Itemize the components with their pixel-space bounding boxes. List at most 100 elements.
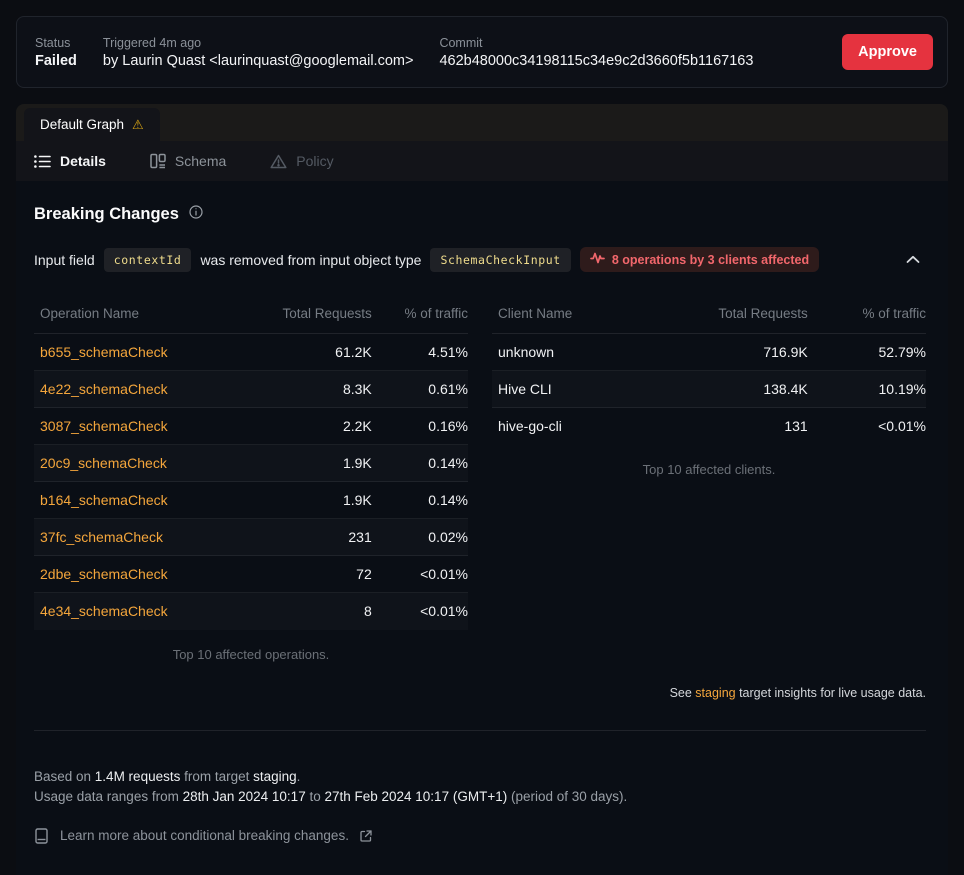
operations-table-section: Operation Name Total Requests% of traffic… [34,298,468,662]
footer-divider [34,729,926,731]
approve-button[interactable]: Approve [842,34,933,70]
cell-value: 1.9K [236,444,372,482]
warning-icon: ⚠ [132,117,144,132]
cell-value: 8 [236,593,372,630]
usage-summary-dot: . [296,768,301,784]
cell-value: 716.9K [641,333,808,371]
table-row: Hive CLI 138.4K 10.19% [492,370,926,408]
commit-field: Commit 462b48000c34198115c34e9c2d3660f5b… [439,36,753,69]
cell-value: 4.51% [371,333,468,371]
staging-target-link[interactable]: staging [695,685,736,700]
cell-value: 10.19% [807,370,926,408]
operation-link[interactable]: b164_schemaCheck [34,481,237,519]
cell-value: 0.14% [371,481,468,519]
operation-link[interactable]: 20c9_schemaCheck [34,444,237,482]
cell-value: <0.01% [878,418,926,435]
commit-label: Commit [439,35,483,50]
schema-icon [150,153,166,169]
target-name: staging [253,768,297,784]
learn-more-label: Learn more about conditional breaking ch… [60,828,349,843]
operation-link[interactable]: 37fc_schemaCheck [34,518,237,556]
table-row: 2dbe_schemaCheck 72 <0.01% [34,555,468,593]
operation-link[interactable]: b655_schemaCheck [34,333,237,371]
usage-summary-line: Based on 1.4M requests from target stagi… [34,767,926,787]
client-name: Hive CLI [492,370,642,408]
usage-range-suffix: (period of 30 days). [507,788,628,804]
column-header: Total Requests [236,298,372,334]
usage-summary-prefix: Based on [34,768,95,784]
triggered-field: Triggered 4m ago by Laurin Quast <laurin… [103,36,414,69]
table-row: 3087_schemaCheck 2.2K 0.16% [34,407,468,445]
learn-more-link[interactable]: Learn more about conditional breaking ch… [34,827,926,844]
table-row: 20c9_schemaCheck 1.9K 0.14% [34,444,468,482]
breaking-change-item: Input field contextId was removed from i… [34,247,926,272]
book-icon [34,827,49,844]
cell-value: 8.3K [236,370,372,408]
operation-link[interactable]: 4e34_schemaCheck [34,593,236,630]
tab-details[interactable]: Details [34,153,106,169]
tab-policy-label: Policy [296,153,334,169]
request-count: 1.4M requests [94,768,181,784]
column-header: % of traffic [371,298,468,334]
cell-value: 0.02% [371,518,468,556]
operation-link[interactable]: 3087_schemaCheck [34,407,237,445]
cell-value: 0.61% [371,370,468,408]
type-code-badge: SchemaCheckInput [430,247,571,272]
table-row: 4e22_schemaCheck 8.3K 0.61% [34,370,468,408]
field-code-badge: contextId [103,247,192,272]
affected-operations-badge[interactable]: 8 operations by 3 clients affected [579,247,820,272]
tab-details-label: Details [60,153,106,169]
graph-tab-bar: Default Graph ⚠ [16,104,948,141]
cell-value: 61.2K [236,333,372,371]
tab-schema[interactable]: Schema [150,153,226,169]
status-field: Status Failed [35,36,77,69]
cell-value: 138.4K [641,370,808,408]
cell-value: 0.16% [371,407,468,445]
section-tab-bar: Details Schema Policy [16,141,948,181]
column-header: Client Name [492,298,642,334]
external-link-icon [360,829,372,842]
column-header: % of traffic [807,298,926,334]
range-start-date: 28th Jan 2024 10:17 [182,788,306,804]
cell-value: 231 [236,518,372,556]
table-row: unknown 716.9K 52.79% [492,333,926,371]
triggered-by: by Laurin Quast <laurinquast@googlemail.… [102,52,414,69]
tab-default-graph[interactable]: Default Graph ⚠ [24,108,160,141]
triggered-label: Triggered 4m ago [102,35,202,50]
tab-policy[interactable]: Policy [270,153,334,169]
table-row: 37fc_schemaCheck 231 0.02% [34,518,468,556]
cell-value: 0.14% [371,444,468,482]
affected-badge-label: 8 operations by 3 clients affected [611,252,810,267]
collapse-chevron-up-icon[interactable] [900,248,926,271]
usage-summary-middle: from target [180,768,254,784]
details-content: Breaking Changes Input field contextId w… [16,181,948,875]
insights-note-prefix: See [669,685,696,700]
client-name: hive-go-cli [498,418,562,435]
operations-table-note: Top 10 affected operations. [172,646,330,662]
info-icon[interactable] [189,205,203,224]
cell-value: 1.9K [236,481,372,519]
cell-value: 2.2K [236,407,372,445]
cell-value: 131 [784,418,808,435]
table-row: b655_schemaCheck 61.2K 4.51% [34,333,468,371]
check-details-panel: Default Graph ⚠ Details Schema Policy Br… [16,104,948,875]
range-end-date: 27th Feb 2024 10:17 (GMT+1) [324,788,508,804]
cell-value: 52.79% [807,333,926,371]
client-name: unknown [492,333,642,371]
usage-range-prefix: Usage data ranges from [34,788,183,804]
cell-value: <0.01% [372,593,468,630]
status-value: Failed [35,52,77,69]
usage-range-line: Usage data ranges from 28th Jan 2024 10:… [34,787,926,807]
table-row: b164_schemaCheck 1.9K 0.14% [34,481,468,519]
table-row: hive-go-cli 131 <0.01% [492,408,926,445]
graph-tab-label: Default Graph [40,117,125,132]
cell-value: <0.01% [371,555,468,593]
clients-table-section: Client Name Total Requests% of traffic un… [492,298,926,477]
operation-link[interactable]: 4e22_schemaCheck [34,370,237,408]
operation-link[interactable]: 2dbe_schemaCheck [34,555,237,593]
clients-table-note: Top 10 affected clients. [642,461,776,477]
change-text-prefix: Input field [34,251,95,268]
warning-triangle-icon [270,154,287,169]
table-row: 4e34_schemaCheck 8 <0.01% [34,593,468,630]
change-text-middle: was removed from input object type [200,251,422,268]
